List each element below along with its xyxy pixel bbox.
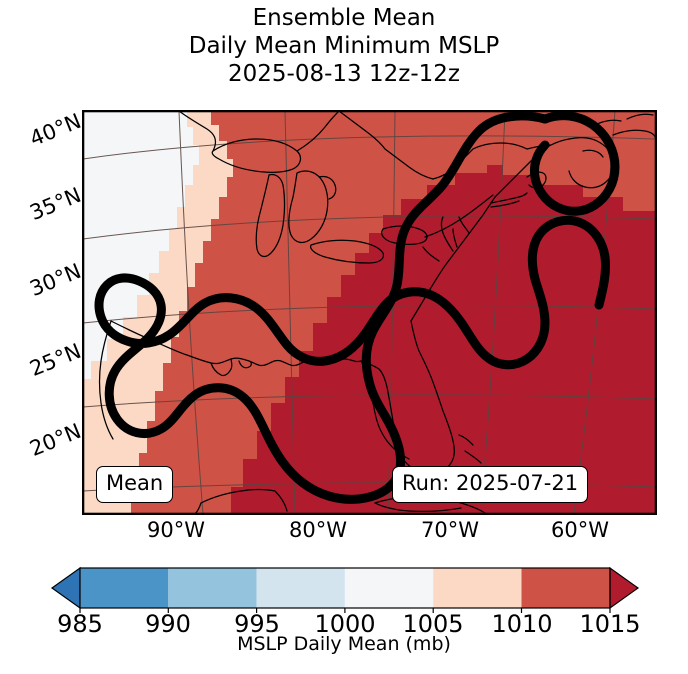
- lat-label-30N: 30°N: [26, 258, 85, 301]
- lat-label-25N: 25°N: [26, 338, 85, 381]
- lon-label-80W: 80°W: [289, 518, 347, 542]
- band-1000-1005: [83, 111, 199, 379]
- mslp-1015-contour-north-lobe: [530, 111, 620, 216]
- colorbar[interactable]: 985 990 995 1000 1005 1010 1015: [0, 560, 688, 674]
- colorbar-title: MSLP Daily Mean (mb): [237, 633, 451, 655]
- colorbar-tick-990: 990: [145, 610, 191, 638]
- colorbar-extend-left: [50, 566, 81, 610]
- colorbar-tick-995: 995: [234, 610, 280, 638]
- colorbar-seg-990-995: [168, 568, 257, 608]
- colorbar-ticks: [79, 608, 611, 613]
- lon-label-90W: 90°W: [147, 518, 205, 542]
- mslp-contour-map: [83, 111, 656, 514]
- colorbar-swatches: [50, 566, 640, 613]
- lat-label-40N: 40°N: [26, 108, 85, 151]
- colorbar-extend-right: [609, 566, 640, 610]
- colorbar-seg-1010-1015: [521, 568, 610, 608]
- colorbar-seg-1000-1005: [344, 568, 434, 608]
- colorbar-tick-1000: 1000: [314, 610, 376, 638]
- lat-label-20N: 20°N: [26, 418, 85, 461]
- colorbar-tick-1010: 1010: [491, 610, 553, 638]
- title-line-2: Daily Mean Minimum MSLP: [188, 33, 500, 59]
- page-title: Ensemble Mean Daily Mean Minimum MSLP 20…: [0, 4, 688, 88]
- run-date-annotation-box: Run: 2025-07-21: [392, 466, 589, 503]
- colorbar-tick-985: 985: [57, 610, 103, 638]
- lat-label-35N: 35°N: [26, 182, 85, 225]
- title-line-3: 2025-08-13 12z-12z: [228, 61, 460, 87]
- map-axes[interactable]: [82, 110, 657, 515]
- colorbar-seg-995-1000: [256, 568, 345, 608]
- colorbar-tick-1015: 1015: [579, 610, 641, 638]
- mean-annotation-box: Mean: [96, 466, 174, 503]
- lon-label-60W: 60°W: [551, 518, 609, 542]
- colorbar-seg-1005-1010: [433, 568, 522, 608]
- title-line-1: Ensemble Mean: [252, 5, 436, 31]
- mslp-1015-contour: [94, 111, 610, 504]
- colorbar-tick-1005: 1005: [402, 610, 464, 638]
- colorbar-seg-985-990: [80, 568, 169, 608]
- lon-label-70W: 70°W: [421, 518, 479, 542]
- map-frame: [83, 111, 656, 514]
- band-1010-1015: [83, 111, 656, 514]
